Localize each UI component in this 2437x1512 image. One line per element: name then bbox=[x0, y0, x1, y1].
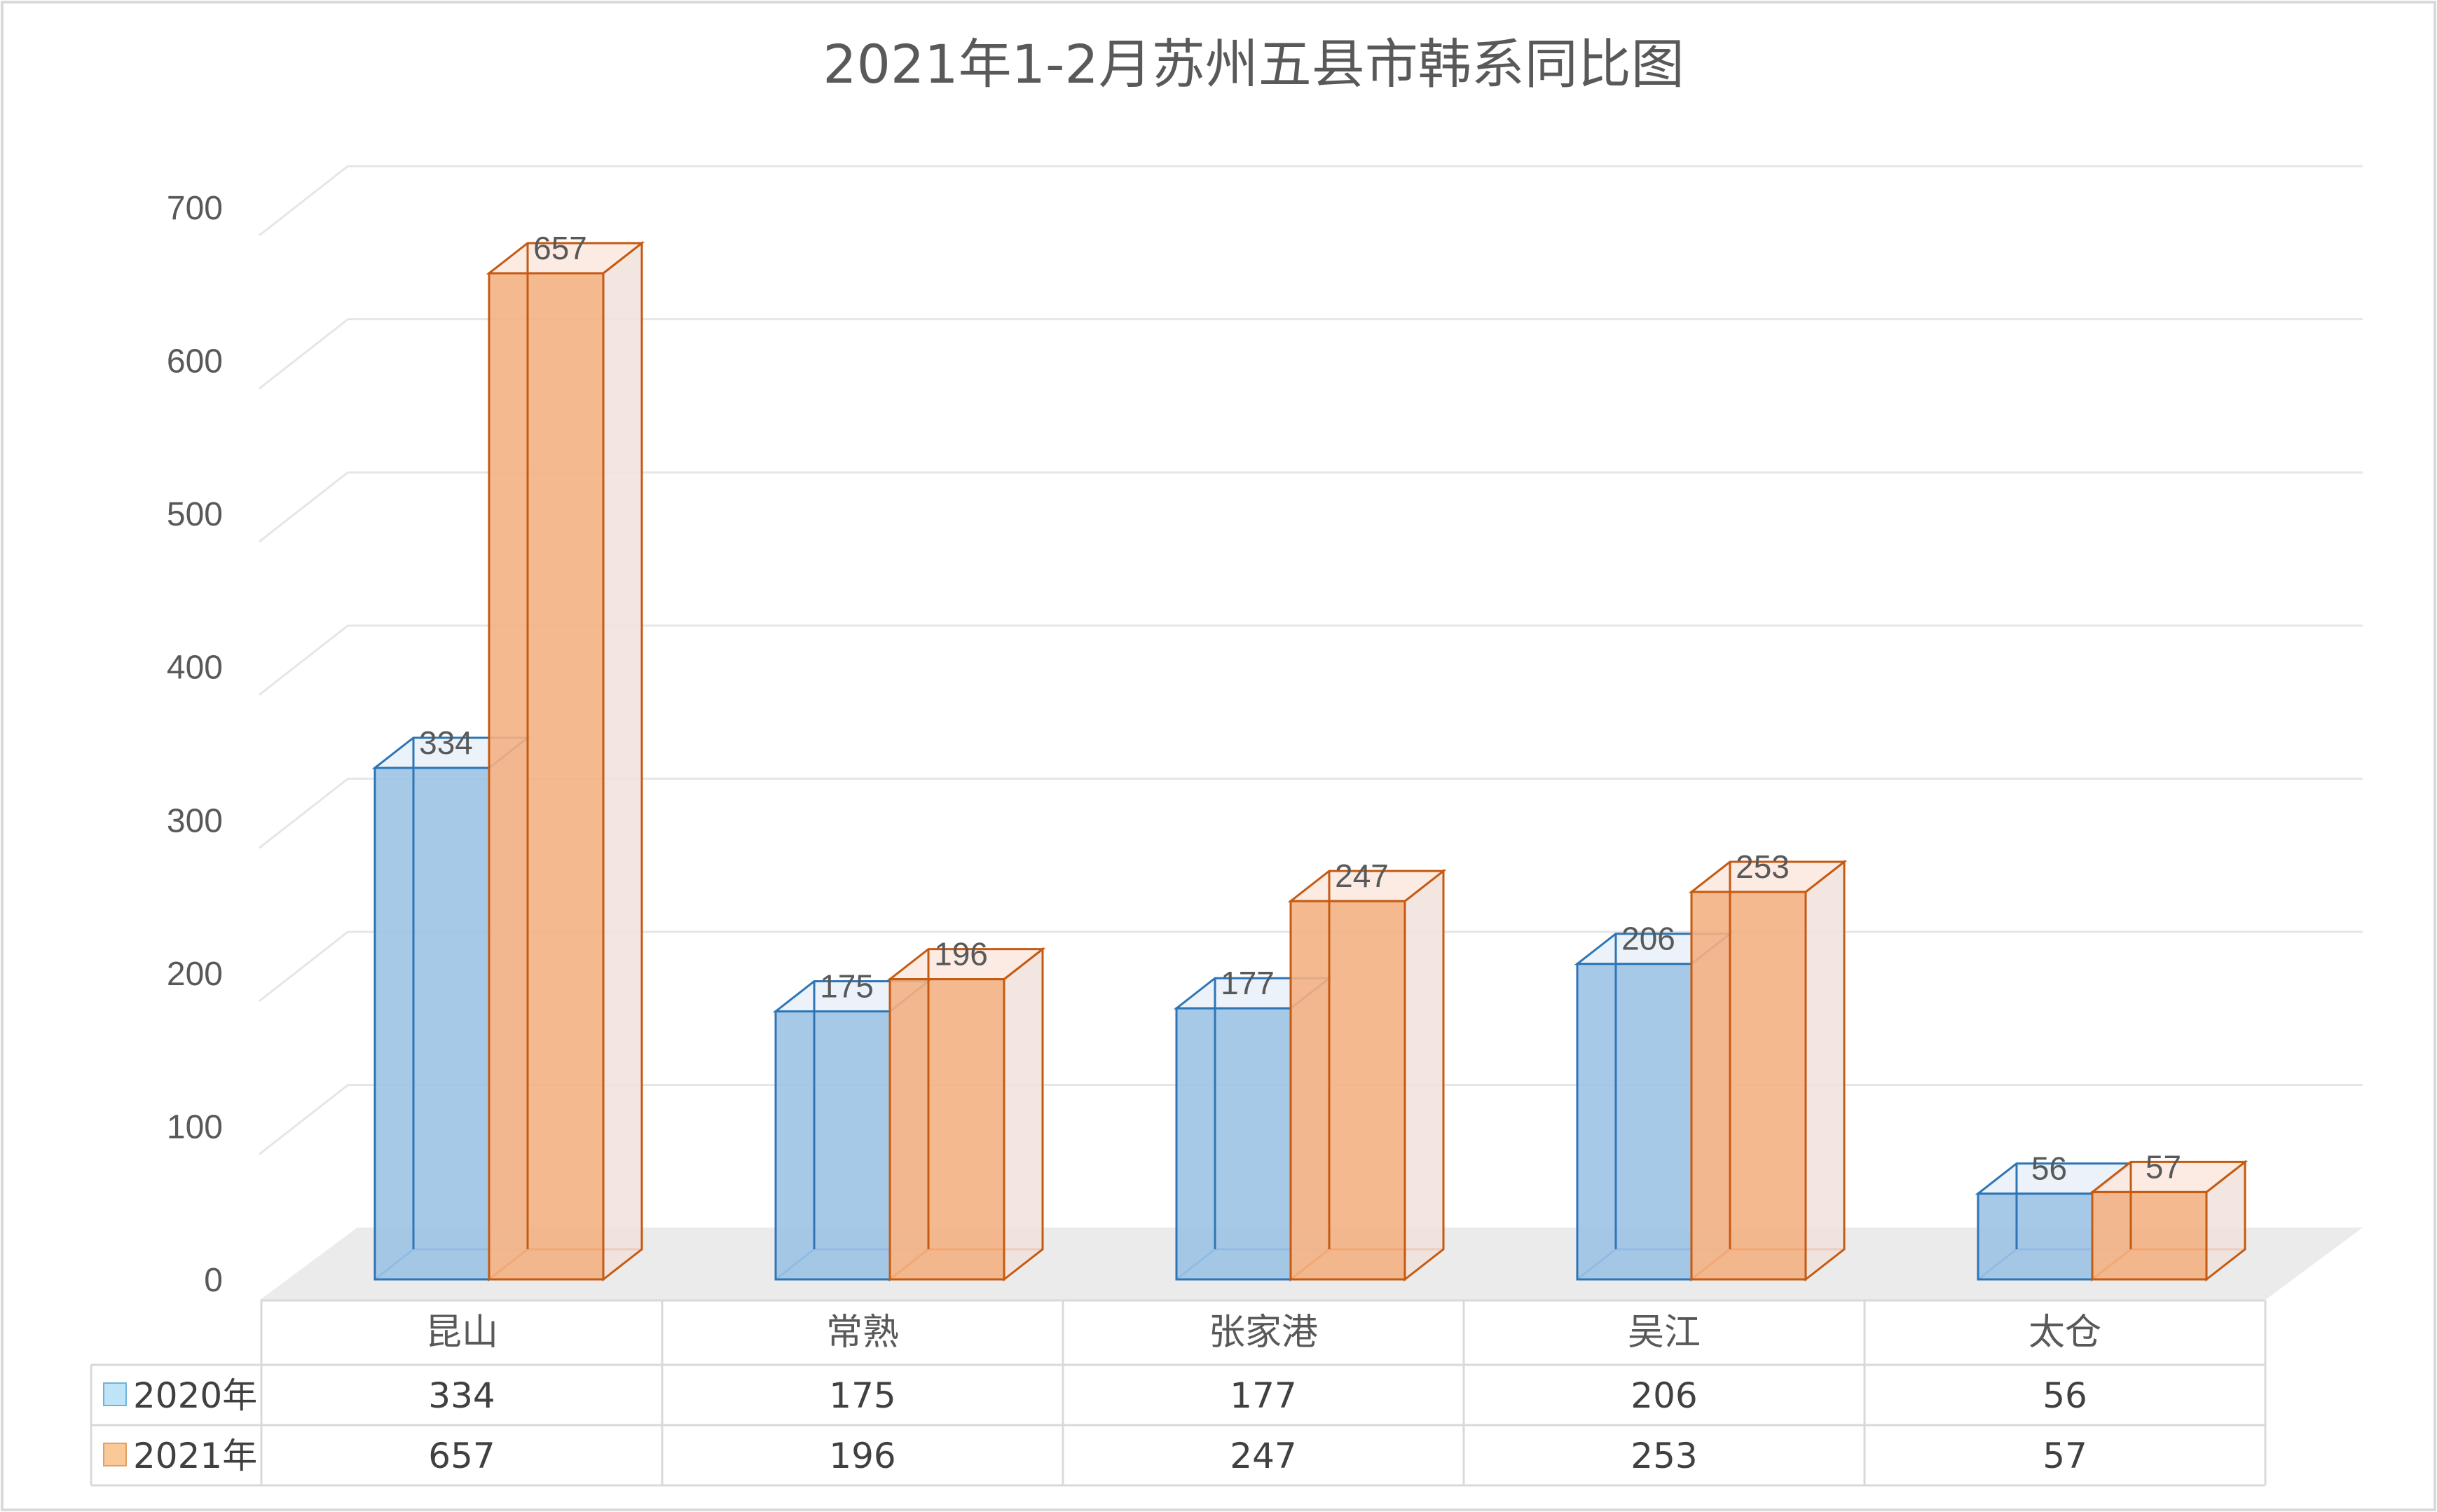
data-label: 253 bbox=[1736, 848, 1790, 885]
bar-side-face bbox=[1403, 869, 1445, 1282]
bar-front-face bbox=[774, 1010, 891, 1281]
data-label: 196 bbox=[934, 936, 988, 973]
y-tick-label: 200 bbox=[167, 956, 223, 993]
y-tick-label: 700 bbox=[167, 190, 223, 227]
gridlines bbox=[259, 165, 2363, 1155]
bar-front-face bbox=[488, 272, 605, 1281]
data-label: 57 bbox=[2146, 1148, 2181, 1185]
y-tick-label: 0 bbox=[204, 1262, 223, 1299]
data-label: 206 bbox=[1621, 921, 1675, 957]
y-tick-label: 600 bbox=[167, 343, 223, 380]
legend-key bbox=[103, 1382, 127, 1406]
gridline-side-7 bbox=[259, 165, 349, 237]
table-cell-value: 247 bbox=[1230, 1436, 1296, 1476]
bar-front-face bbox=[888, 978, 1005, 1281]
bar-front-face bbox=[373, 767, 490, 1281]
bar-side-face bbox=[1003, 947, 1044, 1282]
bar-front-face bbox=[2091, 1190, 2208, 1281]
table-cell-value: 57 bbox=[2043, 1436, 2087, 1476]
legend-series-name: 2020年 bbox=[133, 1375, 257, 1416]
data-labels: 334 657 175 196 177 247 206 253 56 57 bbox=[419, 230, 2181, 1187]
data-table: 昆山 常熟 张家港 吴江 太仓 2020年 334 175 177 206 56 2021年 657 19… bbox=[90, 1299, 2267, 1487]
x-category-label: 太仓 bbox=[2028, 1312, 2101, 1354]
gridline-side-5 bbox=[259, 472, 349, 543]
y-tick-label: 400 bbox=[167, 650, 223, 687]
chart-title: 2021年1-2月苏州五县市韩系同比图 bbox=[823, 33, 1684, 95]
gridline-side-3 bbox=[259, 778, 349, 849]
table-cell-value: 175 bbox=[829, 1375, 895, 1416]
gridline-side-4 bbox=[259, 624, 349, 696]
bar-front-face bbox=[1977, 1193, 2094, 1281]
bars bbox=[371, 240, 2249, 1282]
legend-key bbox=[103, 1443, 127, 1466]
data-label: 175 bbox=[820, 968, 874, 1005]
table-cell-value: 657 bbox=[428, 1436, 495, 1476]
data-label: 334 bbox=[419, 724, 473, 761]
data-label: 657 bbox=[533, 230, 587, 266]
table-cell-value: 253 bbox=[1631, 1436, 1697, 1476]
table-cell-value: 177 bbox=[1230, 1375, 1296, 1416]
x-category-label: 张家港 bbox=[1209, 1312, 1318, 1354]
bar-front-face bbox=[1576, 963, 1693, 1281]
x-category-label: 吴江 bbox=[1628, 1312, 1701, 1354]
bar-1-2 bbox=[1287, 869, 1447, 1282]
y-tick-label: 100 bbox=[167, 1108, 223, 1146]
bar-front-face bbox=[1175, 1007, 1292, 1281]
table-cell-value: 206 bbox=[1631, 1375, 1697, 1416]
bar-front-face bbox=[1690, 891, 1807, 1281]
bar-side-face bbox=[1804, 859, 1846, 1282]
data-label: 247 bbox=[1335, 858, 1389, 894]
bar-1-4 bbox=[2089, 1160, 2249, 1282]
gridline-side-1 bbox=[259, 1084, 349, 1155]
bar-side-face bbox=[602, 240, 643, 1282]
bar-1-0 bbox=[486, 240, 645, 1282]
y-tick-label: 500 bbox=[167, 496, 223, 533]
bar-1-1 bbox=[886, 947, 1046, 1282]
x-category-label: 昆山 bbox=[425, 1312, 498, 1354]
legend-series-name: 2021年 bbox=[133, 1436, 257, 1476]
table-cell-value: 334 bbox=[428, 1375, 495, 1416]
y-axis: 0 100 200 300 400 500 600 700 bbox=[167, 190, 223, 1299]
table-cell-value: 196 bbox=[829, 1436, 895, 1476]
table-cell-value: 56 bbox=[2043, 1375, 2087, 1416]
x-category-label: 常熟 bbox=[826, 1312, 899, 1354]
gridline-side-6 bbox=[259, 318, 349, 390]
data-label: 56 bbox=[2031, 1150, 2067, 1187]
gridline-side-2 bbox=[259, 930, 349, 1003]
y-tick-label: 300 bbox=[167, 802, 223, 839]
bar-front-face bbox=[1289, 900, 1406, 1281]
data-label: 177 bbox=[1221, 965, 1275, 1001]
bar-1-3 bbox=[1688, 859, 1848, 1282]
